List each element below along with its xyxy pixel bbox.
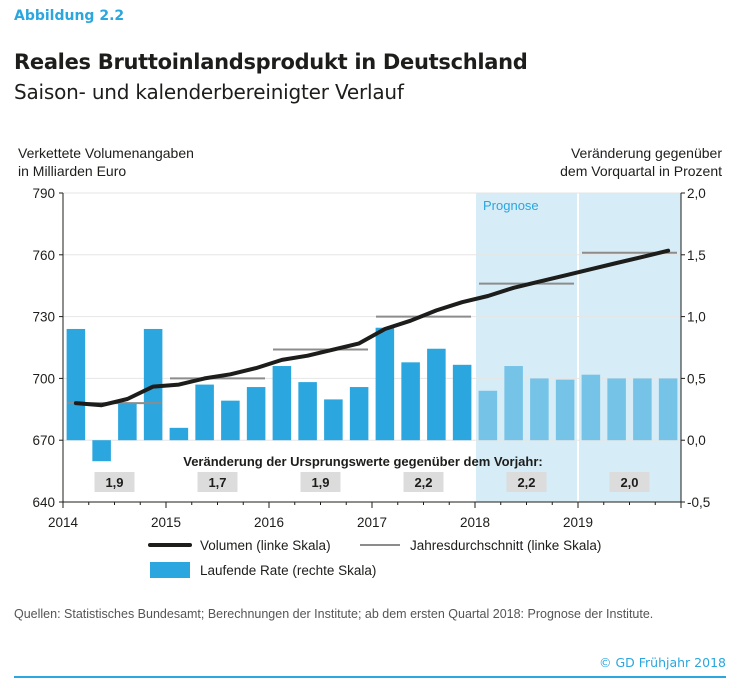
- left-tick-label: 640: [32, 495, 55, 510]
- right-tick-label: 0,0: [687, 433, 706, 448]
- legend-rate-label: Laufende Rate (rechte Skala): [200, 563, 376, 578]
- annual-growth-value: 2,2: [517, 475, 535, 490]
- annual-growth-box: [197, 472, 238, 492]
- year-label: 2017: [357, 515, 387, 530]
- rate-bar: [375, 327, 395, 441]
- source-note: Quellen: Statistisches Bundesamt; Berech…: [14, 607, 654, 621]
- right-tick-label: 1,0: [687, 310, 706, 325]
- left-axis-title: Verkettete Volumenangaben: [18, 145, 194, 161]
- annual-growth-box: [300, 472, 341, 492]
- left-axis-title: in Milliarden Euro: [18, 163, 126, 179]
- annual-growth-box: [506, 472, 547, 492]
- legend-rate-swatch: [150, 562, 190, 578]
- right-axis-title: Veränderung gegenüber: [571, 145, 722, 161]
- annual-growth-box: [609, 472, 650, 492]
- annual-growth-value: 1,9: [105, 475, 123, 490]
- rate-bar: [555, 379, 575, 441]
- year-label: 2016: [254, 515, 284, 530]
- rate-bar: [530, 378, 549, 441]
- figure-label: Abbildung 2.2: [14, 8, 125, 24]
- rate-bar: [633, 378, 652, 441]
- rate-bar: [246, 387, 266, 441]
- rate-bar: [143, 328, 163, 441]
- right-tick-label: 1,5: [687, 248, 706, 263]
- year-label: 2015: [151, 515, 181, 530]
- rate-bar: [221, 400, 240, 441]
- forecast-label: Prognose: [483, 198, 539, 213]
- annual-growth-value: 2,0: [620, 475, 638, 490]
- rate-bar: [195, 384, 214, 441]
- bottom-rule: [14, 676, 726, 678]
- year-label: 2018: [460, 515, 490, 530]
- right-axis-title: dem Vorquartal in Prozent: [560, 163, 722, 179]
- chart-title: Reales Bruttoinlandsprodukt in Deutschla…: [14, 50, 528, 74]
- rate-bar: [452, 364, 472, 441]
- annual-growth-value: 2,2: [414, 475, 432, 490]
- rate-bar: [272, 366, 292, 441]
- rate-bar: [349, 387, 369, 441]
- rate-bar: [581, 374, 601, 441]
- rate-bar: [298, 382, 317, 441]
- annual-growth-value: 1,9: [311, 475, 329, 490]
- gdp-chart: Prognose Veränderung der Ursprungswerte g…: [18, 145, 722, 578]
- annual-growth-box: [94, 472, 135, 492]
- annual-growth-value: 1,7: [208, 475, 226, 490]
- rate-bar: [658, 378, 678, 441]
- annual-growth-box: [403, 472, 444, 492]
- rate-bar: [478, 390, 498, 441]
- copyright-note: © GD Frühjahr 2018: [598, 655, 726, 670]
- rate-bar: [427, 348, 446, 441]
- chart-subtitle: Saison- und kalenderbereinigter Verlauf: [14, 80, 404, 104]
- left-tick-label: 790: [32, 186, 55, 201]
- right-tick-label: -0,5: [687, 495, 710, 510]
- year-label: 2014: [48, 515, 79, 530]
- right-tick-label: 0,5: [687, 371, 706, 386]
- rate-bar: [169, 427, 189, 441]
- rate-bar: [66, 328, 86, 441]
- left-tick-label: 700: [32, 371, 55, 386]
- left-tick-label: 730: [32, 310, 55, 325]
- rate-bar: [92, 440, 111, 462]
- right-tick-label: 2,0: [687, 186, 706, 201]
- rate-bar: [324, 399, 343, 441]
- rate-bar: [504, 366, 523, 441]
- legend-average-label: Jahresdurchschnitt (linke Skala): [410, 538, 601, 553]
- rate-bar: [118, 403, 137, 441]
- rate-bar: [607, 378, 626, 441]
- volume-line: [73, 248, 671, 408]
- rate-bar: [401, 362, 420, 441]
- legend-volume-label: Volumen (linke Skala): [200, 538, 331, 553]
- left-tick-label: 760: [32, 248, 55, 263]
- year-label: 2019: [563, 515, 593, 530]
- left-tick-label: 670: [32, 433, 55, 448]
- annual-growth-title: Veränderung der Ursprungswerte gegenüber…: [183, 454, 543, 469]
